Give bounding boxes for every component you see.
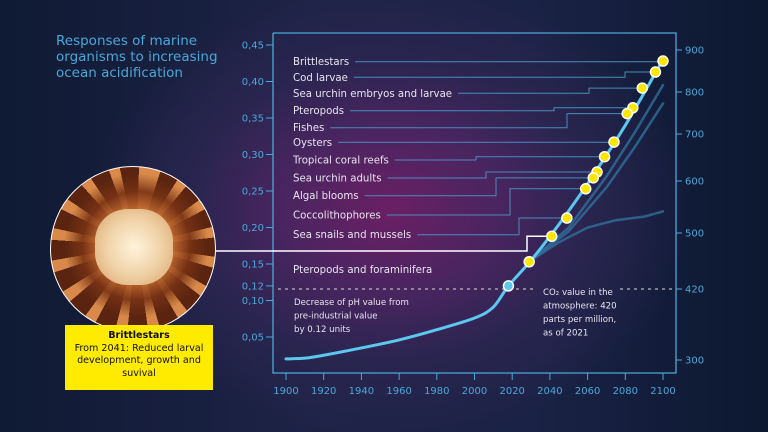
y-left-tick-label: 0,12 bbox=[242, 281, 264, 292]
response-label: Brittlestars bbox=[293, 57, 349, 68]
response-marker bbox=[621, 107, 633, 120]
response-label: Tropical coral reefs bbox=[292, 156, 389, 167]
response-connector bbox=[394, 156, 605, 161]
response-connector bbox=[330, 113, 628, 129]
response-marker bbox=[636, 82, 649, 94]
response-label: Pteropods bbox=[293, 106, 344, 117]
scenario-line bbox=[529, 102, 665, 262]
response-marker bbox=[649, 66, 662, 78]
response-connector bbox=[350, 107, 633, 112]
y-left-tick-label: 0,45 bbox=[242, 41, 264, 52]
response-connector bbox=[353, 71, 656, 78]
y-left-tick-label: 0,35 bbox=[242, 114, 264, 125]
x-tick-label: 1940 bbox=[349, 386, 374, 397]
response-label: Cod larvae bbox=[293, 73, 348, 84]
response-label: Fishes bbox=[293, 123, 324, 134]
response-connector bbox=[386, 188, 586, 216]
callout-text: From 2041: Reduced larval development, g… bbox=[74, 342, 204, 379]
response-marker bbox=[579, 183, 592, 195]
y-right-tick-label: 420 bbox=[685, 285, 704, 296]
y-right-tick-label: 500 bbox=[685, 229, 704, 240]
x-tick-label: 2060 bbox=[575, 386, 600, 397]
y-left-tick-label: 0,05 bbox=[242, 333, 264, 344]
response-marker bbox=[608, 136, 620, 148]
chart-title: Responses of marine organisms to increas… bbox=[56, 33, 218, 81]
brittlestar-callout: Brittlestars From 2041: Reduced larval d… bbox=[65, 325, 213, 390]
x-tick-label: 2020 bbox=[499, 386, 524, 397]
response-connector bbox=[387, 171, 598, 179]
response-label: Sea urchin adults bbox=[293, 174, 382, 185]
callout-connector bbox=[216, 235, 552, 252]
co2-note-line: parts per million, bbox=[543, 315, 616, 325]
y-left-tick-label: 0,25 bbox=[242, 187, 264, 198]
y-left-tick-label: 0,20 bbox=[242, 223, 264, 234]
response-label: Coccolithophores bbox=[293, 211, 381, 222]
y-left-tick-label: 0,40 bbox=[242, 77, 264, 88]
y-right-tick-label: 800 bbox=[685, 88, 704, 99]
y-left-tick-label: 0,10 bbox=[242, 296, 264, 307]
scenario-line bbox=[529, 210, 665, 262]
y-right-tick-label: 300 bbox=[685, 356, 704, 367]
response-connector bbox=[458, 87, 643, 94]
response-marker bbox=[657, 55, 669, 67]
x-tick-label: 2080 bbox=[613, 386, 638, 397]
callout-heading: Brittlestars bbox=[108, 330, 170, 341]
response-marker bbox=[523, 256, 535, 268]
x-tick-label: 1900 bbox=[273, 386, 298, 397]
x-tick-label: 1960 bbox=[386, 386, 411, 397]
ph-note-line: Decrease of pH value from bbox=[294, 298, 409, 308]
response-marker bbox=[587, 172, 600, 184]
x-tick-label: 1920 bbox=[311, 386, 336, 397]
co2-note-line: atmosphere: 420 bbox=[543, 302, 617, 312]
y-right-tick-label: 700 bbox=[685, 130, 704, 141]
response-connector bbox=[417, 217, 567, 236]
x-tick-label: 1980 bbox=[424, 386, 449, 397]
response-label: Pteropods and foraminifera bbox=[293, 265, 432, 276]
y-left-tick-label: 0,30 bbox=[242, 150, 264, 161]
response-marker bbox=[546, 230, 558, 243]
response-marker bbox=[598, 150, 611, 163]
response-connector bbox=[364, 177, 594, 197]
ph-note-line: pre-industrial value bbox=[294, 312, 378, 322]
ph-note-line: by 0.12 units bbox=[294, 325, 351, 335]
co2-note-line: as of 2021 bbox=[543, 329, 588, 339]
response-marker bbox=[561, 212, 573, 224]
x-tick-label: 2100 bbox=[650, 386, 675, 397]
x-tick-label: 2040 bbox=[537, 386, 562, 397]
x-tick-label: 2000 bbox=[462, 386, 487, 397]
y-right-tick-label: 900 bbox=[685, 46, 704, 57]
y-right-tick-label: 600 bbox=[685, 177, 704, 188]
response-label: Sea urchin embryos and larvae bbox=[293, 89, 452, 100]
response-label: Algal blooms bbox=[293, 191, 359, 202]
current-marker bbox=[502, 280, 515, 292]
plot-frame bbox=[272, 32, 677, 374]
co2-note-line: CO₂ value in the bbox=[543, 288, 613, 298]
response-label: Oysters bbox=[293, 138, 332, 149]
response-label: Sea snails and mussels bbox=[293, 230, 411, 241]
brittlestar-photo bbox=[50, 166, 216, 332]
y-left-tick-label: 0,15 bbox=[242, 260, 264, 271]
